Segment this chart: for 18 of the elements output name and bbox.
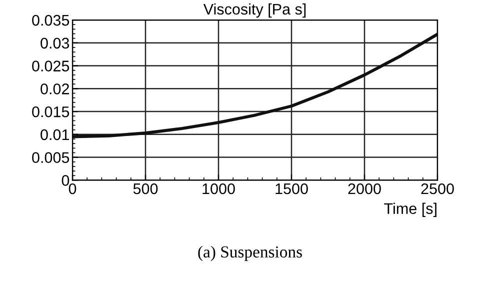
y-tick-label: 0.005 xyxy=(32,152,70,163)
x-tick-label: 2000 xyxy=(348,183,381,194)
chart-title: Viscosity [Pa s] xyxy=(203,3,306,18)
y-tick-label: 0.035 xyxy=(32,14,70,26)
x-tick-label: 2500 xyxy=(421,183,454,194)
y-tick-label: 0.025 xyxy=(32,60,70,72)
y-tick-label: 0.02 xyxy=(40,84,69,94)
x-tick-label: 500 xyxy=(133,183,158,194)
line-series xyxy=(72,32,438,138)
y-tick-label: 0.015 xyxy=(32,106,70,118)
text: (a) Suspensions xyxy=(198,246,302,261)
y-tick-label: 0.01 xyxy=(40,129,69,140)
y-tick-label: 0.03 xyxy=(40,38,70,49)
x-tick-label: 1500 xyxy=(276,183,308,194)
x-axis-title: Time [s] xyxy=(384,202,436,217)
x-tick-label: 0 xyxy=(68,183,76,194)
x-tick-label: 1000 xyxy=(202,183,235,194)
y-tick-label: 0 xyxy=(62,175,70,186)
